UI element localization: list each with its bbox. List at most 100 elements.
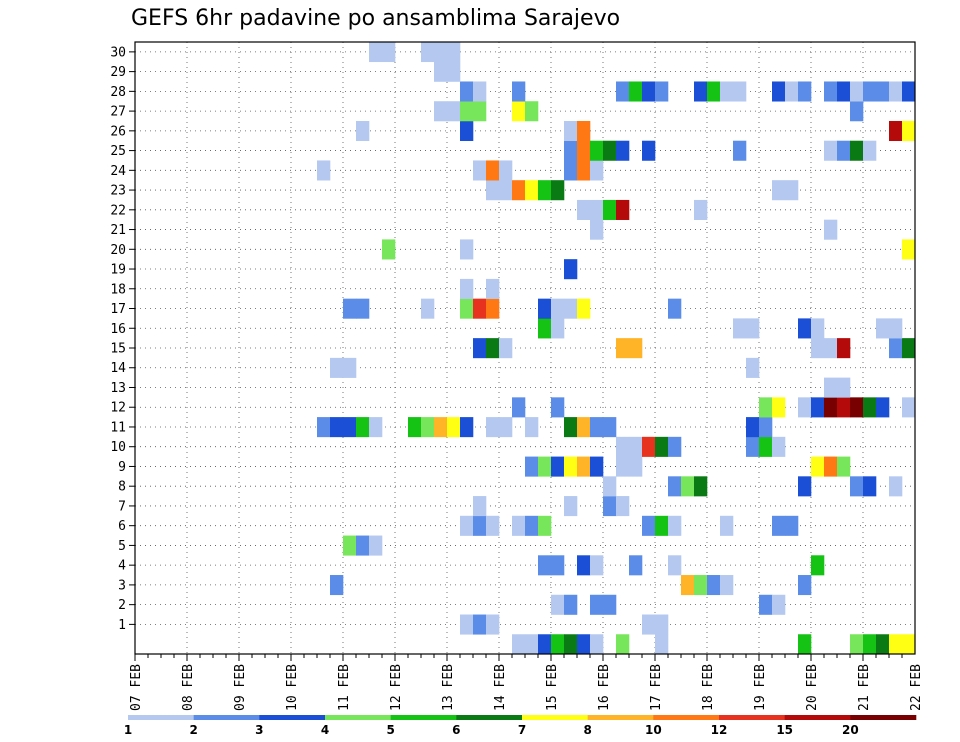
heatmap-cell — [577, 417, 591, 438]
heatmap-cell — [512, 101, 526, 122]
heatmap-cell — [824, 377, 838, 398]
heatmap-cell — [525, 456, 539, 477]
heatmap-cell — [798, 81, 812, 102]
heatmap-cell — [655, 634, 669, 655]
heatmap-cell — [668, 298, 682, 319]
heatmap-cell — [460, 515, 474, 536]
y-tick-label: 2 — [118, 598, 126, 613]
heatmap-cell — [772, 397, 786, 418]
heatmap-cell — [538, 298, 552, 319]
x-tick-label: 16 FEB — [597, 664, 612, 711]
legend-label: 1 — [124, 723, 132, 737]
heatmap-cell — [629, 436, 643, 457]
y-tick-label: 20 — [110, 243, 126, 258]
heatmap-cell — [577, 120, 591, 142]
heatmap-cell — [460, 120, 474, 142]
legend-swatch — [193, 715, 260, 720]
heatmap-cell — [707, 81, 721, 102]
heatmap-cell — [499, 417, 513, 438]
heatmap-cell — [499, 180, 513, 201]
y-tick-label: 15 — [110, 342, 126, 357]
legend-swatch — [456, 715, 523, 720]
heatmap-cell — [863, 81, 877, 102]
heatmap-cell — [642, 81, 656, 102]
heatmap-cell — [538, 515, 552, 536]
heatmap-cell — [551, 180, 565, 201]
y-tick-label: 30 — [110, 45, 126, 60]
heatmap-cell — [590, 417, 604, 438]
heatmap-cell — [837, 338, 851, 359]
heatmap-cell — [434, 417, 448, 438]
heatmap-cell — [798, 476, 812, 497]
heatmap-cell — [785, 81, 799, 102]
heatmap-cell — [473, 614, 487, 635]
heatmap-cell — [616, 496, 630, 517]
heatmap-cell — [369, 417, 383, 438]
heatmap-cell — [499, 160, 513, 181]
heatmap-cell — [551, 318, 565, 339]
heatmap-cell — [616, 199, 630, 220]
y-tick-label: 6 — [118, 519, 126, 534]
heatmap-cell — [434, 101, 448, 122]
heatmap-cell — [330, 357, 344, 378]
y-tick-label: 3 — [118, 578, 126, 593]
x-axis: 07 FEB 08 FEB 09 FEB 10 FEB 11 FEB 12 FEB 13 F… — [129, 654, 924, 711]
heatmap-cell — [538, 456, 552, 477]
heatmap-cell — [447, 417, 461, 438]
heatmap-cell — [486, 417, 500, 438]
heatmap-cell — [850, 101, 864, 122]
heatmap-cell — [577, 456, 591, 477]
heatmap-cell — [460, 417, 474, 438]
heatmap-cell — [447, 101, 461, 122]
y-tick-label: 23 — [110, 184, 126, 199]
y-tick-label: 1 — [118, 618, 126, 633]
y-tick-label: 11 — [110, 420, 126, 435]
heatmap-cell — [824, 456, 838, 477]
heatmap-cell — [343, 357, 357, 378]
heatmap-cell — [616, 456, 630, 477]
heatmap-cell — [486, 614, 500, 635]
heatmap-cell — [746, 357, 760, 378]
legend-swatch — [653, 715, 720, 720]
heatmap-cell — [460, 101, 474, 122]
heatmap-cell — [668, 515, 682, 536]
x-tick-label: 09 FEB — [233, 664, 248, 711]
heatmap-cell — [746, 436, 760, 457]
legend-swatch — [784, 715, 851, 720]
heatmap-cell — [616, 634, 630, 655]
y-tick-label: 7 — [118, 499, 126, 514]
heatmap-cell — [681, 575, 695, 596]
y-tick-label: 18 — [110, 282, 126, 297]
heatmap-cell — [590, 456, 604, 477]
heatmap-cell — [447, 42, 461, 63]
legend-label: 15 — [776, 723, 793, 737]
heatmap-cell — [733, 140, 747, 161]
heatmap-cell — [369, 535, 383, 556]
heatmap-cell — [837, 397, 851, 418]
legend-label: 20 — [842, 723, 859, 737]
heatmap-cell — [616, 436, 630, 457]
heatmap-cell — [473, 515, 487, 536]
heatmap-cell — [473, 338, 487, 359]
heatmap-cell — [577, 298, 591, 319]
heatmap-cell — [564, 140, 578, 161]
y-tick-label: 26 — [110, 124, 126, 139]
heatmap-cell — [525, 634, 539, 655]
heatmap-cell — [512, 397, 526, 418]
legend-swatch — [719, 715, 785, 720]
heatmap-cell — [811, 397, 825, 418]
heatmap-cell — [551, 397, 565, 418]
heatmap-cell — [876, 81, 890, 102]
heatmap-cell — [460, 298, 474, 319]
heatmap-cell — [902, 120, 916, 142]
heatmap-cell — [811, 318, 825, 339]
heatmap-cell — [889, 476, 903, 497]
heatmap-cell — [421, 42, 435, 63]
heatmap-cell — [902, 239, 916, 260]
x-tick-label: 21 FEB — [857, 664, 872, 711]
heatmap-cell — [759, 594, 773, 615]
heatmap-cell — [746, 417, 760, 438]
x-tick-label: 12 FEB — [389, 664, 404, 711]
heatmap-cell — [733, 81, 747, 102]
heatmap-cell — [512, 81, 526, 102]
